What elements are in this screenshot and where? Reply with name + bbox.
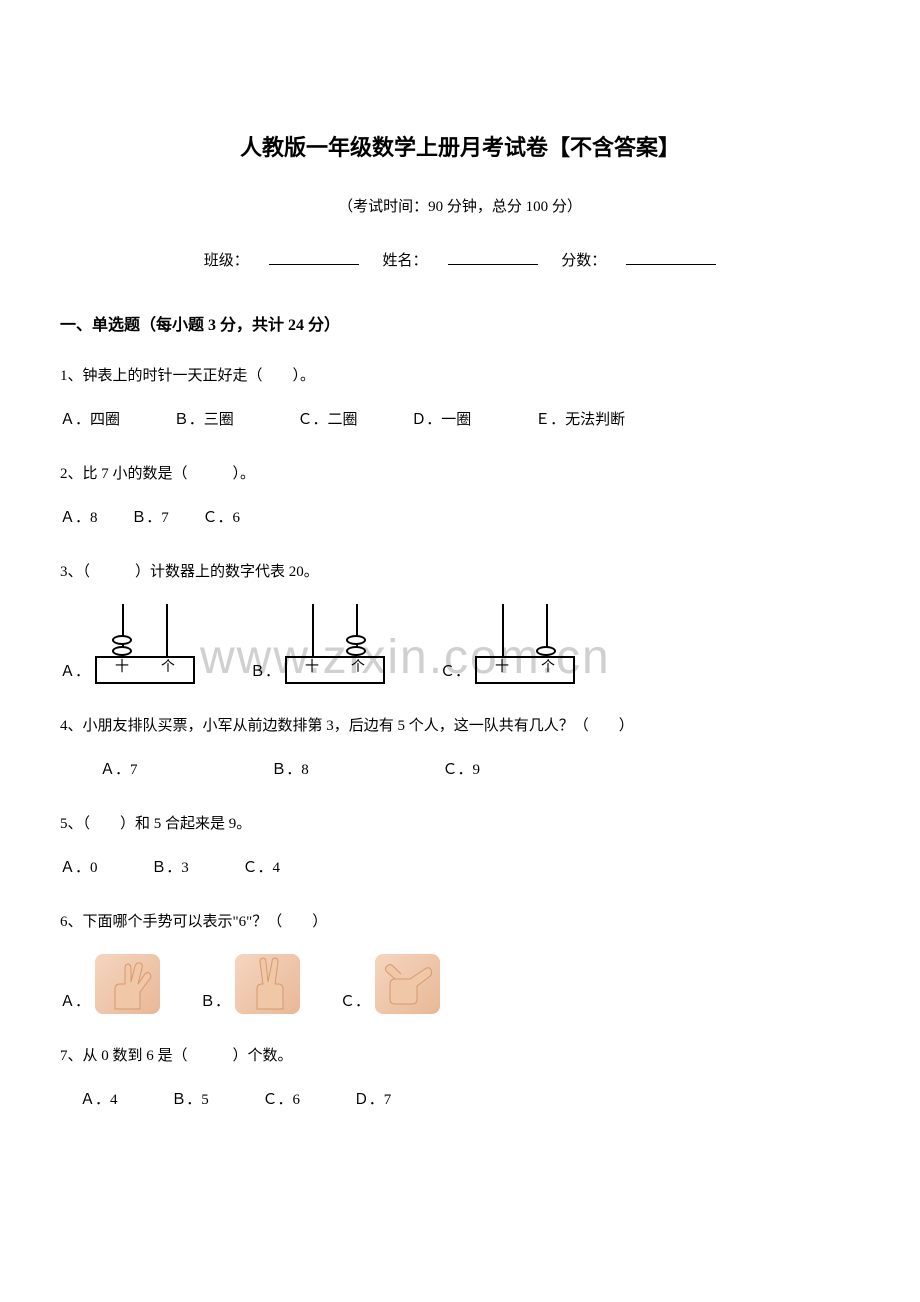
question-5-text: 5、（ ）和 5 合起来是 9。 <box>60 812 860 836</box>
q3-option-b: Ｂ． <box>250 660 280 684</box>
exam-info: （考试时间：90 分钟，总分 100 分） <box>60 195 860 219</box>
q5-option-b: Ｂ．3 <box>151 856 189 880</box>
question-6-options: Ａ． Ｂ． Ｃ． <box>60 954 860 1014</box>
abacus-label-tens: 十 <box>305 657 319 679</box>
q4-option-c: Ｃ．9 <box>443 758 481 782</box>
abacus-a: 十 个 <box>95 604 195 684</box>
section-1-header: 一、单选题（每小题 3 分，共计 24 分） <box>60 313 860 339</box>
question-3: 3、（ ）计数器上的数字代表 20。 Ａ． 十 个 Ｂ． <box>60 560 860 684</box>
question-3-text: 3、（ ）计数器上的数字代表 20。 <box>60 560 860 584</box>
abacus-label-ones: 个 <box>161 657 175 679</box>
question-1-options: Ａ．四圈 Ｂ．三圈 Ｃ．二圈 Ｄ．一圈 Ｅ．无法判断 <box>60 408 860 432</box>
q1-option-e: Ｅ．无法判断 <box>535 408 625 432</box>
q3-option-a: Ａ． <box>60 660 90 684</box>
q1-option-c: Ｃ．二圈 <box>298 408 358 432</box>
class-label: 班级： <box>204 249 249 273</box>
q2-option-b: Ｂ．7 <box>131 506 169 530</box>
q3-option-c: Ｃ． <box>440 660 470 684</box>
abacus-label-tens: 十 <box>495 657 509 679</box>
abacus-c: 十 个 <box>475 604 575 684</box>
q6-option-a: Ａ． <box>60 990 90 1014</box>
question-5: 5、（ ）和 5 合起来是 9。 Ａ．0 Ｂ．3 Ｃ．4 <box>60 812 860 880</box>
question-1: 1、钟表上的时针一天正好走（ ）。 Ａ．四圈 Ｂ．三圈 Ｃ．二圈 Ｄ．一圈 Ｅ．… <box>60 364 860 432</box>
question-7: 7、从 0 数到 6 是（ ）个数。 Ａ．4 Ｂ．5 Ｃ．6 Ｄ．7 <box>60 1044 860 1112</box>
q1-option-a: Ａ．四圈 <box>60 408 120 432</box>
abacus-label-ones: 个 <box>351 657 365 679</box>
abacus-b: 十 个 <box>285 604 385 684</box>
question-6: 6、下面哪个手势可以表示"6"？（ ） Ａ． Ｂ． Ｃ． <box>60 910 860 1014</box>
class-blank <box>269 250 359 265</box>
question-7-text: 7、从 0 数到 6 是（ ）个数。 <box>60 1044 860 1068</box>
score-blank <box>626 250 716 265</box>
q1-option-d: Ｄ．一圈 <box>411 408 471 432</box>
abacus-label-tens: 十 <box>115 657 129 679</box>
question-1-text: 1、钟表上的时针一天正好走（ ）。 <box>60 364 860 388</box>
hand-gesture-b <box>235 954 300 1014</box>
question-4-text: 4、小朋友排队买票，小军从前边数排第 3，后边有 5 个人，这一队共有几人？（ … <box>60 714 860 738</box>
abacus-label-ones: 个 <box>541 657 555 679</box>
question-2: 2、比 7 小的数是（ ）。 Ａ．8 Ｂ．7 Ｃ．6 <box>60 462 860 530</box>
q7-option-a: Ａ．4 <box>80 1088 118 1112</box>
hand-gesture-c <box>375 954 440 1014</box>
question-2-text: 2、比 7 小的数是（ ）。 <box>60 462 860 486</box>
student-info-line: 班级： 姓名： 分数： <box>60 249 860 273</box>
question-5-options: Ａ．0 Ｂ．3 Ｃ．4 <box>60 856 860 880</box>
question-4: 4、小朋友排队买票，小军从前边数排第 3，后边有 5 个人，这一队共有几人？（ … <box>60 714 860 782</box>
q7-option-d: Ｄ．7 <box>354 1088 392 1112</box>
q6-option-b: Ｂ． <box>200 990 230 1014</box>
question-3-options: Ａ． 十 个 Ｂ． 十 个 <box>60 604 860 684</box>
q5-option-a: Ａ．0 <box>60 856 98 880</box>
q2-option-a: Ａ．8 <box>60 506 98 530</box>
name-label: 姓名： <box>382 249 427 273</box>
q6-option-c: Ｃ． <box>340 990 370 1014</box>
name-blank <box>448 250 538 265</box>
document-title: 人教版一年级数学上册月考试卷【不含答案】 <box>60 130 860 165</box>
score-label: 分数： <box>561 249 606 273</box>
q7-option-b: Ｂ．5 <box>171 1088 209 1112</box>
question-7-options: Ａ．4 Ｂ．5 Ｃ．6 Ｄ．7 <box>60 1088 860 1112</box>
question-6-text: 6、下面哪个手势可以表示"6"？（ ） <box>60 910 860 934</box>
question-4-options: Ａ．7 Ｂ．8 Ｃ．9 <box>60 758 860 782</box>
question-2-options: Ａ．8 Ｂ．7 Ｃ．6 <box>60 506 860 530</box>
q5-option-c: Ｃ．4 <box>243 856 281 880</box>
q1-option-b: Ｂ．三圈 <box>174 408 234 432</box>
hand-gesture-a <box>95 954 160 1014</box>
q7-option-c: Ｃ．6 <box>263 1088 301 1112</box>
q4-option-a: Ａ．7 <box>100 758 138 782</box>
q4-option-b: Ｂ．8 <box>271 758 309 782</box>
q2-option-c: Ｃ．6 <box>203 506 241 530</box>
